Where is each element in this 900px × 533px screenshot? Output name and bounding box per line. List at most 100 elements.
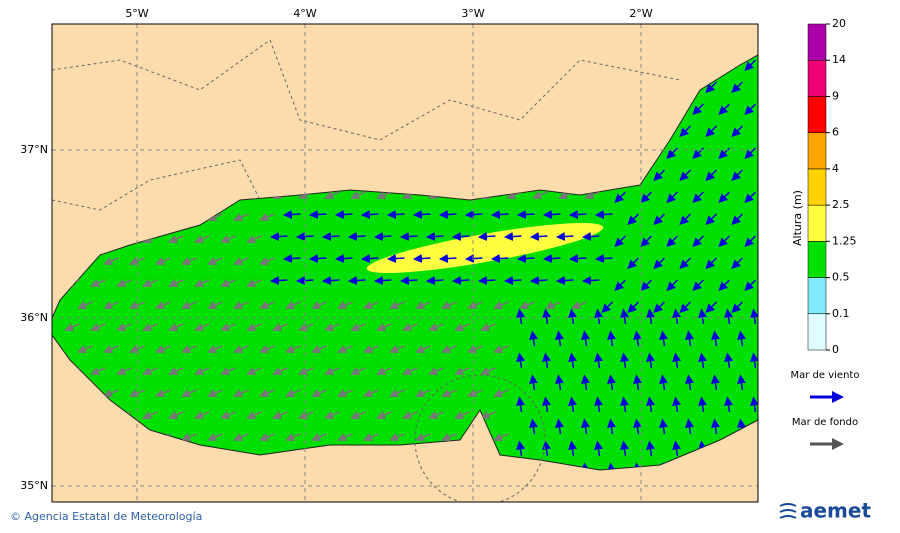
swell-arrow <box>555 276 574 286</box>
swell-arrow <box>467 388 483 398</box>
swell-arrow <box>168 234 184 244</box>
swell-arrow <box>259 300 275 310</box>
swell-arrow <box>581 330 590 347</box>
swell-arrow <box>77 344 93 354</box>
arrow-legend-head <box>832 391 844 403</box>
swell-arrow <box>90 322 106 332</box>
swell-arrow <box>347 276 366 286</box>
swell-arrow <box>142 410 158 420</box>
swell-arrow <box>451 276 470 286</box>
swell-arrow <box>142 278 158 288</box>
swell-arrow <box>672 352 681 369</box>
swell-arrow <box>194 322 210 332</box>
swell-arrow <box>666 191 678 204</box>
swell-arrow <box>640 191 652 204</box>
swell-arrow <box>389 432 405 442</box>
swell-arrow <box>620 396 629 413</box>
swell-arrow <box>259 432 275 442</box>
swell-arrow <box>711 374 720 391</box>
lat-label: 36°N <box>20 311 48 324</box>
swell-arrow <box>493 432 509 442</box>
arrow-legend-label: Mar de fondo <box>792 417 858 428</box>
swell-arrow <box>737 374 746 391</box>
swell-arrow <box>731 81 743 94</box>
swell-arrow <box>692 279 704 292</box>
swell-arrow <box>672 396 681 413</box>
swell-arrow <box>490 210 509 220</box>
colorbar-band <box>807 168 827 206</box>
map-area <box>52 24 768 502</box>
swell-arrow <box>386 254 405 264</box>
swell-arrow <box>181 256 197 266</box>
swell-arrow <box>129 344 145 354</box>
swell-arrow <box>718 235 730 248</box>
swell-arrow <box>542 308 551 325</box>
swell-arrow <box>724 352 733 369</box>
swell-arrow <box>519 300 535 310</box>
map-frame <box>51 23 759 503</box>
swell-arrow <box>194 278 210 288</box>
swell-arrow <box>233 388 249 398</box>
swell-arrow <box>529 276 548 286</box>
swell-arrow <box>285 300 301 310</box>
swell-arrow <box>480 410 496 420</box>
swell-arrow <box>402 366 418 376</box>
swell-arrow <box>168 366 184 376</box>
swell-arrow <box>194 366 210 376</box>
swell-arrow <box>653 169 665 182</box>
swell-arrow <box>282 210 301 220</box>
swell-arrow <box>718 103 730 116</box>
swell-arrow <box>529 330 538 347</box>
colorbar-label: 9 <box>832 89 839 102</box>
swell-arrow <box>376 322 392 332</box>
swell-arrow <box>568 308 577 325</box>
swell-arrow <box>220 234 236 244</box>
swell-arrow <box>731 169 743 182</box>
swell-arrow <box>438 254 457 264</box>
swell-arrow <box>386 210 405 220</box>
swell-arrow <box>155 344 171 354</box>
swell-arrow <box>412 254 431 264</box>
swell-arrow <box>542 254 561 264</box>
swell-arrow <box>207 212 223 222</box>
lat-label: 37°N <box>20 143 48 156</box>
swell-arrow <box>363 432 379 442</box>
swell-arrow <box>711 418 720 435</box>
swell-arrow <box>103 256 119 266</box>
swell-arrow <box>233 256 249 266</box>
lon-label: 5°W <box>125 7 148 20</box>
swell-arrow <box>415 388 431 398</box>
swell-arrow <box>529 232 548 242</box>
swell-arrow <box>272 322 288 332</box>
swell-arrow <box>425 232 444 242</box>
swell-arrow <box>350 190 366 200</box>
swell-arrow <box>259 212 275 222</box>
swell-arrow <box>607 418 616 435</box>
swell-arrow <box>757 213 758 226</box>
swell-arrow <box>412 210 431 220</box>
swell-arrow <box>311 300 327 310</box>
swell-arrow <box>181 388 197 398</box>
swell-arrow <box>285 432 301 442</box>
arrow-legend-head <box>832 438 844 450</box>
swell-arrow <box>555 374 564 391</box>
swell-arrow <box>653 301 665 314</box>
swell-arrow <box>220 278 236 288</box>
swell-arrow <box>181 344 197 354</box>
swell-arrow <box>207 432 223 442</box>
swell-arrow <box>246 410 262 420</box>
swell-arrow <box>666 235 678 248</box>
swell-arrow <box>568 352 577 369</box>
swell-arrow <box>360 210 379 220</box>
swell-arrow <box>542 352 551 369</box>
swell-arrow <box>298 410 314 420</box>
swell-arrow <box>766 376 768 390</box>
legend-title: Altura (m) <box>791 190 804 246</box>
swell-arrow <box>259 256 275 266</box>
swell-arrow <box>516 254 535 264</box>
swell-arrow <box>607 374 616 391</box>
colorbar-label: 0.5 <box>832 271 850 284</box>
swell-arrow <box>347 232 366 242</box>
swell-arrow <box>233 344 249 354</box>
